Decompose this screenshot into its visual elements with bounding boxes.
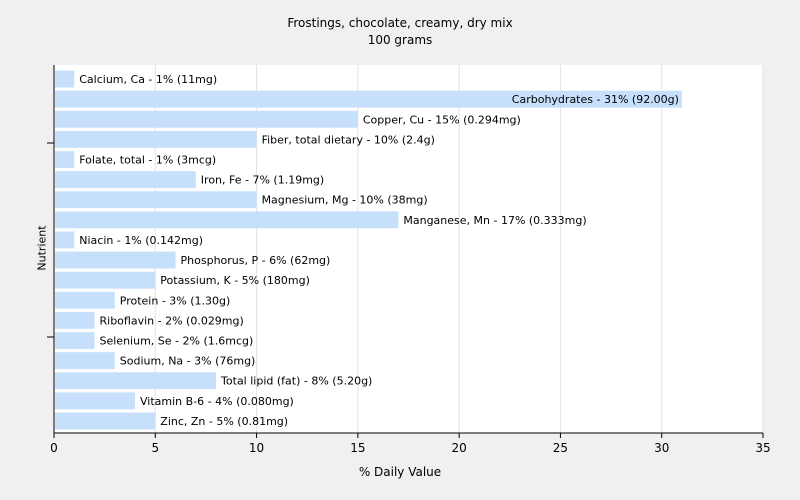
data-label: Calcium, Ca - 1% (11mg)	[79, 73, 217, 86]
bar	[55, 110, 358, 128]
data-label: Niacin - 1% (0.142mg)	[79, 234, 203, 247]
data-label: Fiber, total dietary - 10% (2.4g)	[262, 133, 435, 146]
x-tick-label: 10	[249, 441, 264, 455]
y-axis-label: Nutrient	[35, 225, 49, 271]
x-tick-label: 0	[50, 441, 58, 455]
data-label: Manganese, Mn - 17% (0.333mg)	[403, 214, 586, 227]
data-label: Carbohydrates - 31% (92.00g)	[512, 93, 679, 106]
bar	[55, 211, 399, 229]
bar	[55, 372, 217, 390]
bar	[55, 90, 682, 108]
data-label: Sodium, Na - 3% (76mg)	[120, 355, 256, 368]
chart-title: Frostings, chocolate, creamy, dry mix	[287, 16, 513, 30]
data-label: Potassium, K - 5% (180mg)	[160, 274, 310, 287]
x-axis-label: % Daily Value	[358, 465, 442, 479]
chart-subtitle: 100 grams	[367, 33, 433, 47]
data-label: Magnesium, Mg - 10% (38mg)	[262, 194, 428, 207]
bar	[55, 70, 75, 88]
data-label: Iron, Fe - 7% (1.19mg)	[201, 174, 324, 187]
bar	[55, 271, 156, 289]
bar	[55, 191, 257, 209]
bar	[55, 130, 257, 148]
bar	[55, 412, 156, 430]
bar	[55, 231, 75, 249]
bar	[55, 291, 115, 309]
data-label: Zinc, Zn - 5% (0.81mg)	[160, 415, 288, 428]
data-label: Protein - 3% (1.30g)	[120, 294, 231, 307]
x-tick-label: 15	[350, 441, 365, 455]
bar	[55, 332, 95, 349]
data-label: Riboflavin - 2% (0.029mg)	[100, 314, 244, 327]
data-label: Phosphorus, P - 6% (62mg)	[181, 254, 331, 267]
x-tick-label: 35	[755, 441, 770, 455]
x-tick-label: 20	[452, 441, 467, 455]
data-label: Selenium, Se - 2% (1.6mcg)	[100, 335, 254, 348]
bar	[55, 352, 115, 370]
bar	[55, 171, 196, 189]
x-tick-label: 30	[654, 441, 669, 455]
data-label: Total lipid (fat) - 8% (5.20g)	[220, 375, 372, 388]
x-tick-label: 5	[151, 441, 159, 455]
bar	[55, 251, 176, 269]
x-tick-label: 25	[553, 441, 568, 455]
data-label: Vitamin B-6 - 4% (0.080mg)	[140, 395, 294, 408]
data-label: Folate, total - 1% (3mcg)	[79, 154, 216, 167]
bar	[55, 151, 75, 168]
bar	[55, 311, 95, 329]
data-label: Copper, Cu - 15% (0.294mg)	[363, 113, 521, 126]
bar	[55, 392, 136, 410]
